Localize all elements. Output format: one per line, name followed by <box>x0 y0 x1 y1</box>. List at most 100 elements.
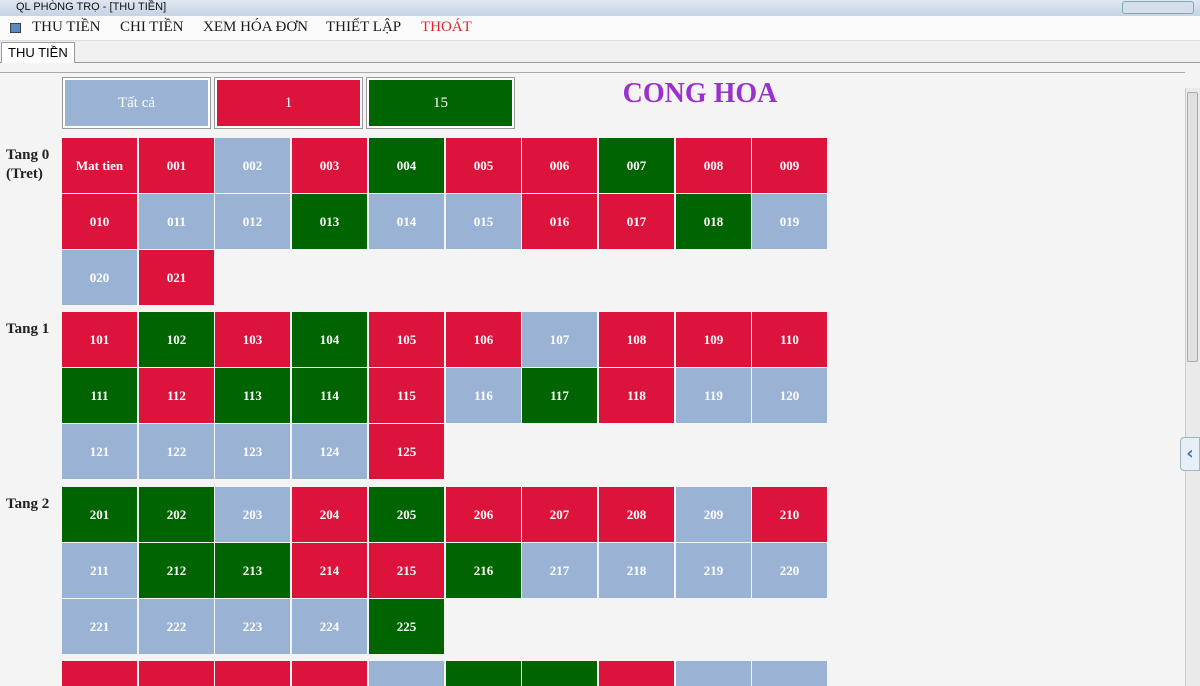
room-tile[interactable]: 119 <box>676 368 751 423</box>
room-tile[interactable]: 020 <box>62 250 137 305</box>
room-tile[interactable]: 109 <box>676 312 751 367</box>
room-tile-partial[interactable] <box>292 661 367 686</box>
room-tile-partial[interactable] <box>522 661 597 686</box>
room-tile[interactable]: 221 <box>62 599 137 654</box>
room-tile[interactable]: 116 <box>446 368 521 423</box>
room-tile[interactable]: 219 <box>676 543 751 598</box>
room-tile[interactable]: 117 <box>522 368 597 423</box>
room-tile[interactable]: 125 <box>369 424 444 479</box>
room-tile[interactable]: 013 <box>292 194 367 249</box>
room-tile[interactable]: 114 <box>292 368 367 423</box>
room-tile[interactable]: 019 <box>752 194 827 249</box>
scroll-thumb[interactable] <box>1187 92 1198 362</box>
room-tile[interactable]: 012 <box>215 194 290 249</box>
room-tile[interactable]: 209 <box>676 487 751 542</box>
room-tile[interactable]: 014 <box>369 194 444 249</box>
room-tile[interactable]: 104 <box>292 312 367 367</box>
room-tile-partial[interactable] <box>369 661 444 686</box>
side-toggle[interactable]: ‹ <box>1180 437 1200 471</box>
room-tile[interactable]: 111 <box>62 368 137 423</box>
floor-label: Tang 0 <box>6 147 50 163</box>
room-tile[interactable]: 216 <box>446 543 521 598</box>
floor-label: Tang 2 <box>6 496 50 512</box>
filter-button[interactable]: Tất cả <box>62 77 211 129</box>
room-tile[interactable]: 113 <box>215 368 290 423</box>
room-tile-partial[interactable] <box>676 661 751 686</box>
room-tile[interactable]: 008 <box>676 138 751 193</box>
menu-item[interactable]: THIẾT LẬP <box>326 19 402 35</box>
room-tile[interactable]: 110 <box>752 312 827 367</box>
filter-button[interactable]: 15 <box>366 77 515 129</box>
room-tile[interactable]: 206 <box>446 487 521 542</box>
room-tile[interactable]: 102 <box>139 312 214 367</box>
room-tile[interactable]: Mat tien <box>62 138 137 193</box>
menu-bar <box>0 16 1200 41</box>
room-tile-partial[interactable] <box>599 661 674 686</box>
room-tile[interactable]: 224 <box>292 599 367 654</box>
room-tile[interactable]: 217 <box>522 543 597 598</box>
room-tile-partial[interactable] <box>139 661 214 686</box>
menu-icon <box>10 23 21 33</box>
room-tile[interactable]: 011 <box>139 194 214 249</box>
room-tile[interactable]: 218 <box>599 543 674 598</box>
room-tile-partial[interactable] <box>215 661 290 686</box>
room-tile[interactable]: 115 <box>369 368 444 423</box>
room-tile[interactable]: 212 <box>139 543 214 598</box>
room-tile[interactable]: 004 <box>369 138 444 193</box>
room-tile[interactable]: 123 <box>215 424 290 479</box>
room-tile[interactable]: 005 <box>446 138 521 193</box>
room-tile[interactable]: 201 <box>62 487 137 542</box>
room-tile[interactable]: 204 <box>292 487 367 542</box>
window-controls[interactable] <box>1122 1 1194 14</box>
window-title: QL PHÒNG TRỌ - [THU TIỀN] <box>0 0 1200 16</box>
room-tile[interactable]: 222 <box>139 599 214 654</box>
menu-item[interactable]: THOÁT <box>421 19 472 35</box>
room-tile[interactable]: 015 <box>446 194 521 249</box>
room-tile[interactable]: 213 <box>215 543 290 598</box>
room-tile[interactable]: 225 <box>369 599 444 654</box>
room-tile[interactable]: 006 <box>522 138 597 193</box>
room-tile[interactable]: 105 <box>369 312 444 367</box>
room-tile[interactable]: 101 <box>62 312 137 367</box>
room-tile[interactable]: 120 <box>752 368 827 423</box>
room-tile[interactable]: 214 <box>292 543 367 598</box>
room-tile[interactable]: 215 <box>369 543 444 598</box>
room-tile[interactable]: 203 <box>215 487 290 542</box>
menu-item[interactable]: XEM HÓA ĐƠN <box>203 19 308 35</box>
room-tile[interactable]: 016 <box>522 194 597 249</box>
room-tile[interactable]: 112 <box>139 368 214 423</box>
room-tile-partial[interactable] <box>752 661 827 686</box>
room-tile[interactable]: 202 <box>139 487 214 542</box>
room-tile[interactable]: 002 <box>215 138 290 193</box>
room-tile[interactable]: 208 <box>599 487 674 542</box>
room-tile[interactable]: 009 <box>752 138 827 193</box>
room-tile[interactable]: 103 <box>215 312 290 367</box>
room-tile[interactable]: 118 <box>599 368 674 423</box>
room-tile[interactable]: 107 <box>522 312 597 367</box>
room-tile[interactable]: 106 <box>446 312 521 367</box>
room-tile[interactable]: 001 <box>139 138 214 193</box>
room-tile[interactable]: 207 <box>522 487 597 542</box>
room-tile[interactable]: 124 <box>292 424 367 479</box>
room-tile[interactable]: 121 <box>62 424 137 479</box>
room-tile[interactable]: 108 <box>599 312 674 367</box>
room-tile[interactable]: 010 <box>62 194 137 249</box>
room-tile[interactable]: 021 <box>139 250 214 305</box>
room-tile[interactable]: 210 <box>752 487 827 542</box>
room-tile[interactable]: 220 <box>752 543 827 598</box>
filter-button[interactable]: 1 <box>214 77 363 129</box>
room-tile[interactable]: 122 <box>139 424 214 479</box>
room-tile-partial[interactable] <box>62 661 137 686</box>
room-tile[interactable]: 211 <box>62 543 137 598</box>
room-tile[interactable]: 007 <box>599 138 674 193</box>
tab[interactable]: THU TIỀN <box>1 42 75 63</box>
menu-item[interactable]: CHI TIỀN <box>120 19 184 35</box>
menu-item[interactable]: THU TIỀN <box>32 19 101 35</box>
room-tile[interactable]: 017 <box>599 194 674 249</box>
room-tile[interactable]: 018 <box>676 194 751 249</box>
room-tile-partial[interactable] <box>446 661 521 686</box>
room-tile[interactable]: 205 <box>369 487 444 542</box>
room-tile[interactable]: 223 <box>215 599 290 654</box>
room-tile[interactable]: 003 <box>292 138 367 193</box>
